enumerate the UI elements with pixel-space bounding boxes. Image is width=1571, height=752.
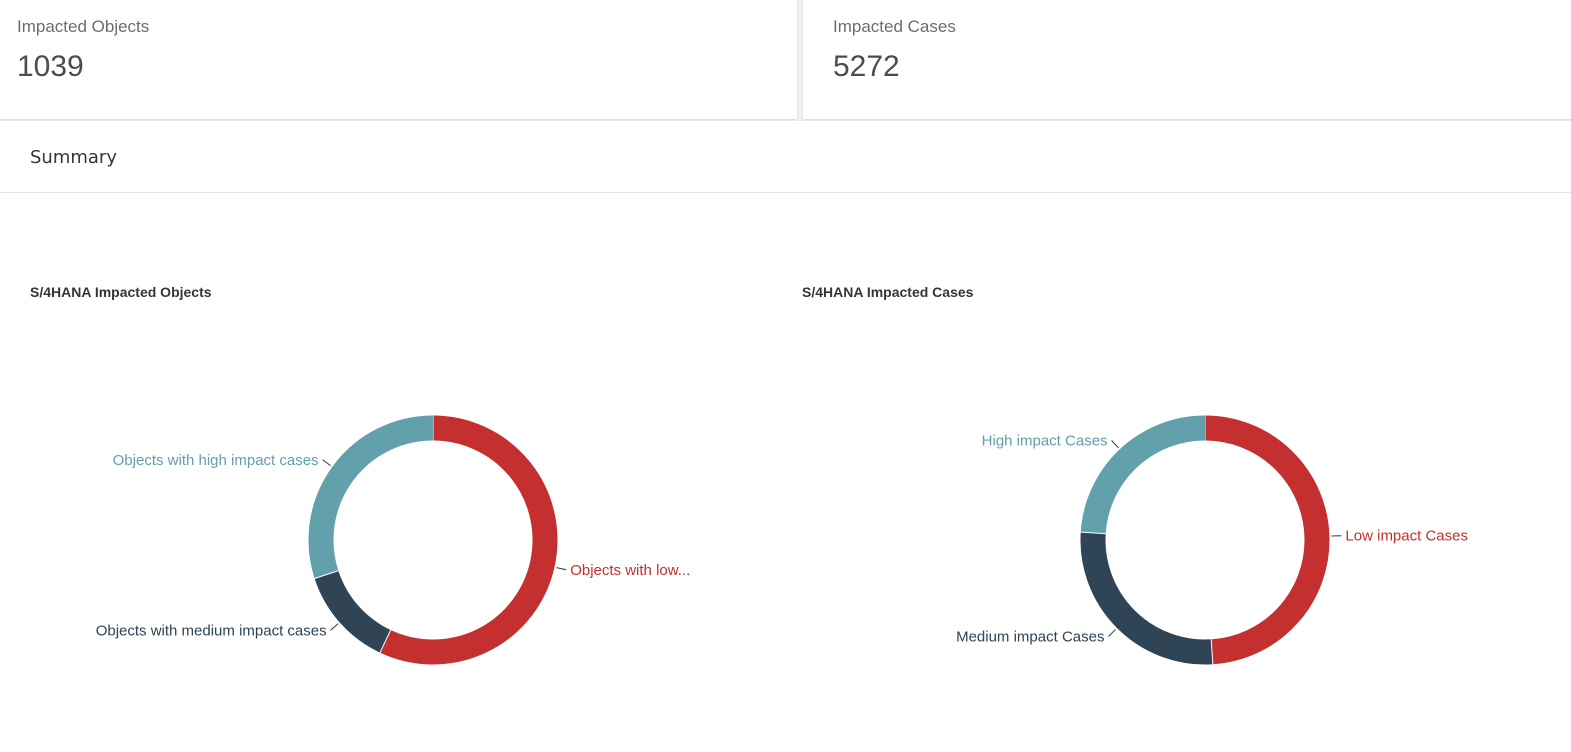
- donut-slice-medium[interactable]: [1080, 532, 1213, 665]
- kpi-row: Impacted Objects 1039 Impacted Cases 527…: [0, 0, 1571, 121]
- kpi-value: 5272: [833, 50, 900, 83]
- chart-title-cases: S/4HANA Impacted Cases: [802, 284, 974, 300]
- donut-slice-low[interactable]: [380, 415, 558, 665]
- slice-label-low: Objects with low...: [570, 562, 690, 579]
- leader-line: [322, 459, 331, 467]
- leader-line: [330, 623, 339, 631]
- kpi-label: Impacted Cases: [833, 17, 956, 36]
- slice-label-high: Objects with high impact cases: [113, 452, 319, 469]
- slice-label-high: High impact Cases: [982, 432, 1108, 449]
- summary-panel: Summary S/4HANA Impacted Objects S/4HANA…: [0, 121, 1571, 752]
- donut-chart-cases: Low impact Cases Medium impact Cases High …: [956, 415, 1468, 665]
- donut-slice-medium[interactable]: [314, 570, 391, 653]
- slice-separator: [314, 570, 339, 579]
- chart-title-objects: S/4HANA Impacted Objects: [30, 284, 212, 300]
- leader-line: [1111, 440, 1119, 449]
- donut-slice-high[interactable]: [1080, 415, 1206, 535]
- leader-line: [556, 567, 567, 571]
- summary-header: Summary: [0, 121, 1571, 193]
- slice-separator: [379, 629, 392, 653]
- kpi-card-impacted-cases[interactable]: Impacted Cases 5272: [803, 0, 1571, 119]
- donut-chart-objects: Objects with low... Objects with medium i…: [96, 415, 690, 665]
- kpi-card-impacted-objects[interactable]: Impacted Objects 1039: [0, 0, 797, 119]
- slice-separator: [1080, 531, 1106, 535]
- slice-separator: [1210, 639, 1214, 665]
- donut-slice-high[interactable]: [308, 415, 434, 579]
- slice-label-medium: Medium impact Cases: [956, 629, 1104, 646]
- summary-title: Summary: [30, 147, 117, 168]
- slice-label-low: Low impact Cases: [1345, 528, 1468, 545]
- kpi-label: Impacted Objects: [17, 17, 150, 36]
- kpi-value: 1039: [17, 50, 84, 83]
- leader-line: [1108, 629, 1116, 637]
- donut-slice-low[interactable]: [1204, 415, 1330, 665]
- slice-label-medium: Objects with medium impact cases: [96, 622, 327, 639]
